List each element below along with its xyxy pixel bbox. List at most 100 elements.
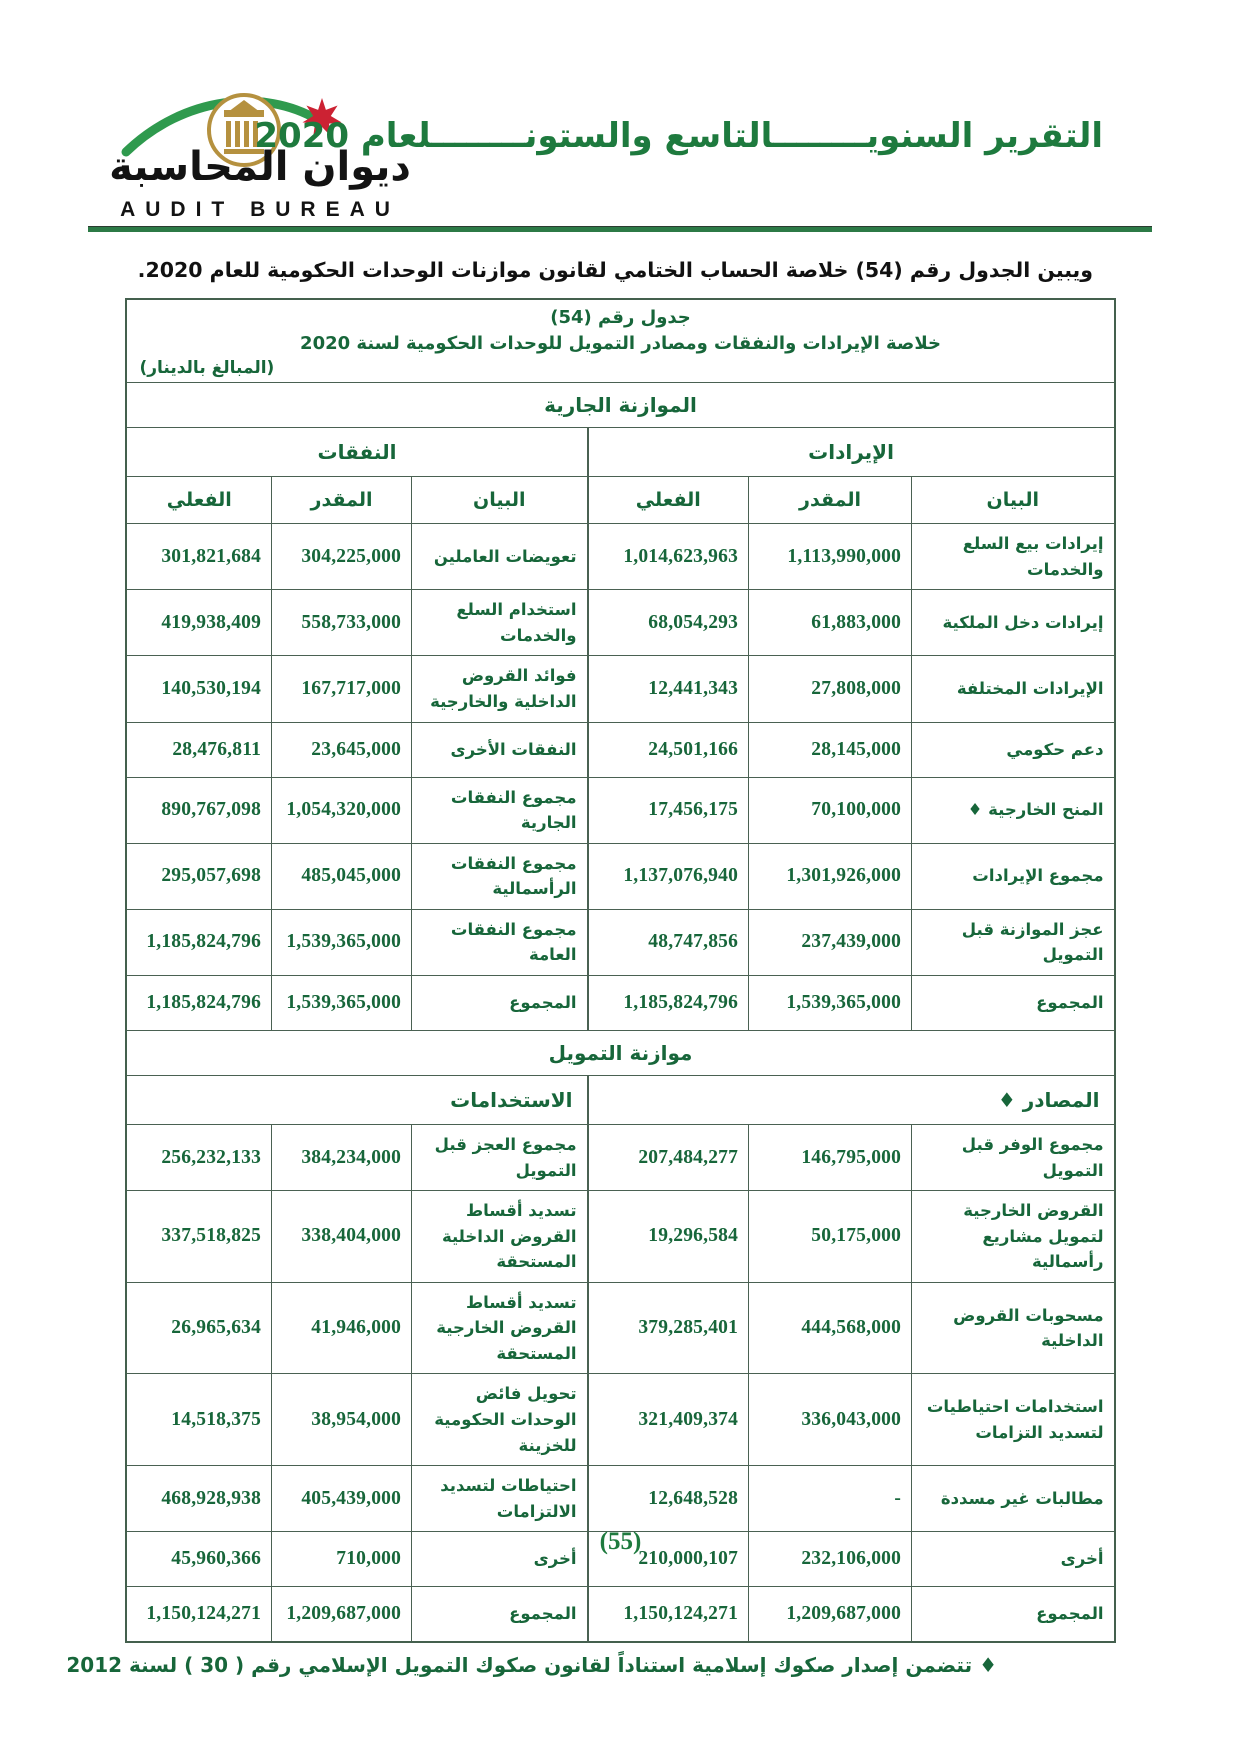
budget-table: جدول رقم (54) خلاصة الإيرادات والنفقات و… bbox=[125, 298, 1116, 1644]
table-row: مسحوبات القروض الداخلية 444,568,000 379,… bbox=[125, 1281, 1116, 1375]
revenue-actual-value: 17,456,175 bbox=[587, 776, 750, 844]
expense-item-label: مجموع النفقات الجارية bbox=[411, 776, 589, 844]
use-actual-value: 337,518,825 bbox=[125, 1190, 273, 1283]
logo-arabic-name: ديوان المحاسبة bbox=[109, 144, 411, 190]
source-actual-value: 12,648,528 bbox=[587, 1465, 750, 1533]
expense-item-label: تعويضات العاملين bbox=[411, 523, 589, 591]
expense-desc-column-header: البيان bbox=[411, 476, 589, 525]
current-budget-band-row: الموازنة الجارية bbox=[125, 382, 1116, 429]
table-row: عجز الموازنة قبل التمويل 237,439,000 48,… bbox=[125, 908, 1116, 976]
current-halves-header-row: الإيرادات النفقات bbox=[125, 427, 1116, 478]
source-actual-value: 210,000,107 bbox=[587, 1531, 750, 1588]
revenue-estimated-value: 237,439,000 bbox=[748, 908, 913, 976]
revenue-actual-value: 1,137,076,940 bbox=[587, 842, 750, 910]
audit-bureau-logo: ديوان المحاسبة AUDIT BUREAU bbox=[92, 46, 428, 222]
revenues-header: الإيرادات bbox=[586, 427, 1116, 478]
table-row: المنح الخارجية ♦ 70,100,000 17,456,175 م… bbox=[125, 776, 1116, 844]
use-actual-value: 256,232,133 bbox=[125, 1123, 273, 1192]
logo-red-star-icon bbox=[302, 98, 342, 136]
use-estimated-value: 38,954,000 bbox=[271, 1373, 413, 1467]
source-actual-value: 379,285,401 bbox=[587, 1281, 750, 1375]
use-item-label: تحويل فائض الوحدات الحكومية للخزينة bbox=[411, 1373, 589, 1467]
table-title-currency-note: (المبالغ بالدينار) bbox=[139, 358, 275, 379]
sukuk-footnote: ♦ تتضمن إصدار صكوك إسلامية استناداً لقان… bbox=[66, 1653, 997, 1678]
table-row: إيرادات بيع السلع والخدمات 1,113,990,000… bbox=[125, 523, 1116, 591]
revenue-actual-value: 1,014,623,963 bbox=[587, 523, 750, 591]
expense-actual-value: 28,476,811 bbox=[125, 721, 273, 778]
expense-actual-value: 295,057,698 bbox=[125, 842, 273, 910]
source-item-label: أخرى bbox=[911, 1531, 1116, 1588]
revenue-item-label: عجز الموازنة قبل التمويل bbox=[911, 908, 1116, 976]
uses-header: الاستخدامات bbox=[125, 1074, 589, 1125]
expense-estimated-value: 558,733,000 bbox=[271, 589, 413, 657]
table-row: مجموع الوفر قبل التمويل 146,795,000 207,… bbox=[125, 1123, 1116, 1192]
source-item-label: مسحوبات القروض الداخلية bbox=[911, 1281, 1116, 1375]
financing-budget-section-title: موازنة التمويل bbox=[125, 1029, 1116, 1076]
source-estimated-value: 146,795,000 bbox=[748, 1123, 913, 1192]
table-row: القروض الخارجية لتمويل مشاريع رأسمالية 5… bbox=[125, 1190, 1116, 1283]
expense-actual-value: 890,767,098 bbox=[125, 776, 273, 844]
expense-item-label: النفقات الأخرى bbox=[411, 721, 589, 778]
revenue-item-label: دعم حكومي bbox=[911, 721, 1116, 778]
financing-budget-band-row: موازنة التمويل bbox=[125, 1029, 1116, 1076]
revenue-item-label: الإيرادات المختلفة bbox=[911, 655, 1116, 723]
revenue-actual-column-header: الفعلي bbox=[587, 476, 750, 525]
source-item-label: مجموع الوفر قبل التمويل bbox=[911, 1123, 1116, 1192]
report-title: التقرير السنويــــــــالتاسع والستونــــ… bbox=[254, 116, 1103, 156]
expense-item-label: مجموع النفقات الرأسمالية bbox=[411, 842, 589, 910]
use-estimated-total: 1,209,687,000 bbox=[271, 1586, 413, 1643]
table-title-line1: جدول رقم (54) bbox=[550, 307, 691, 328]
use-estimated-value: 384,234,000 bbox=[271, 1123, 413, 1192]
use-item-label: تسديد أقساط القروض الخارجية المستحقة bbox=[411, 1281, 589, 1375]
expense-item-label: مجموع النفقات العامة bbox=[411, 908, 589, 976]
revenue-estimated-value: 1,301,926,000 bbox=[748, 842, 913, 910]
expense-total-label: المجموع bbox=[411, 974, 589, 1031]
revenue-estimated-value: 28,145,000 bbox=[748, 721, 913, 778]
revenue-item-label: مجموع الإيرادات bbox=[911, 842, 1116, 910]
expense-estimated-column-header: المقدر bbox=[271, 476, 413, 525]
source-actual-value: 321,409,374 bbox=[587, 1373, 750, 1467]
source-estimated-value: - bbox=[748, 1465, 913, 1533]
expense-estimated-value: 485,045,000 bbox=[271, 842, 413, 910]
page-header: ديوان المحاسبة AUDIT BUREAU التقرير السن… bbox=[0, 0, 1241, 232]
revenue-total-label: المجموع bbox=[911, 974, 1116, 1031]
intro-text: ويبين الجدول رقم (54) خلاصة الحساب الختا… bbox=[137, 258, 1093, 282]
current-column-header-row: البيان المقدر الفعلي البيان المقدر الفعل… bbox=[125, 476, 1116, 525]
revenue-desc-column-header: البيان bbox=[911, 476, 1116, 525]
page-number: (55) bbox=[599, 1528, 642, 1555]
source-estimated-value: 50,175,000 bbox=[748, 1190, 913, 1283]
logo-english-name: AUDIT BUREAU bbox=[120, 198, 400, 221]
header-divider bbox=[88, 226, 1152, 232]
revenue-actual-value: 48,747,856 bbox=[587, 908, 750, 976]
revenue-estimated-value: 27,808,000 bbox=[748, 655, 913, 723]
expense-estimated-total: 1,539,365,000 bbox=[271, 974, 413, 1031]
expense-actual-value: 301,821,684 bbox=[125, 523, 273, 591]
revenue-estimated-value: 61,883,000 bbox=[748, 589, 913, 657]
expense-actual-value: 419,938,409 bbox=[125, 589, 273, 657]
financing-halves-header-row: المصادر ♦ الاستخدامات bbox=[125, 1074, 1116, 1125]
expense-estimated-value: 167,717,000 bbox=[271, 655, 413, 723]
revenue-item-label: المنح الخارجية ♦ bbox=[911, 776, 1116, 844]
revenue-item-label: إيرادات دخل الملكية bbox=[911, 589, 1116, 657]
expense-actual-total: 1,185,824,796 bbox=[125, 974, 273, 1031]
expenses-header: النفقات bbox=[125, 427, 589, 478]
source-estimated-total: 1,209,687,000 bbox=[748, 1586, 913, 1643]
sources-header: المصادر ♦ bbox=[586, 1074, 1116, 1125]
source-estimated-value: 444,568,000 bbox=[748, 1281, 913, 1375]
table-row: إيرادات دخل الملكية 61,883,000 68,054,29… bbox=[125, 589, 1116, 657]
use-estimated-value: 338,404,000 bbox=[271, 1190, 413, 1283]
use-actual-value: 45,960,366 bbox=[125, 1531, 273, 1588]
table-title-line2: خلاصة الإيرادات والنفقات ومصادر التمويل … bbox=[300, 333, 941, 355]
table-row: أخرى 232,106,000 210,000,107 أخرى 710,00… bbox=[125, 1531, 1116, 1588]
source-estimated-value: 232,106,000 bbox=[748, 1531, 913, 1588]
current-budget-section-title: الموازنة الجارية bbox=[125, 382, 1116, 429]
source-total-label: المجموع bbox=[911, 1586, 1116, 1643]
expense-actual-value: 140,530,194 bbox=[125, 655, 273, 723]
use-estimated-value: 710,000 bbox=[271, 1531, 413, 1588]
expense-actual-value: 1,185,824,796 bbox=[125, 908, 273, 976]
revenue-item-label: إيرادات بيع السلع والخدمات bbox=[911, 523, 1116, 591]
revenue-estimated-total: 1,539,365,000 bbox=[748, 974, 913, 1031]
table-row: الإيرادات المختلفة 27,808,000 12,441,343… bbox=[125, 655, 1116, 723]
use-actual-value: 14,518,375 bbox=[125, 1373, 273, 1467]
